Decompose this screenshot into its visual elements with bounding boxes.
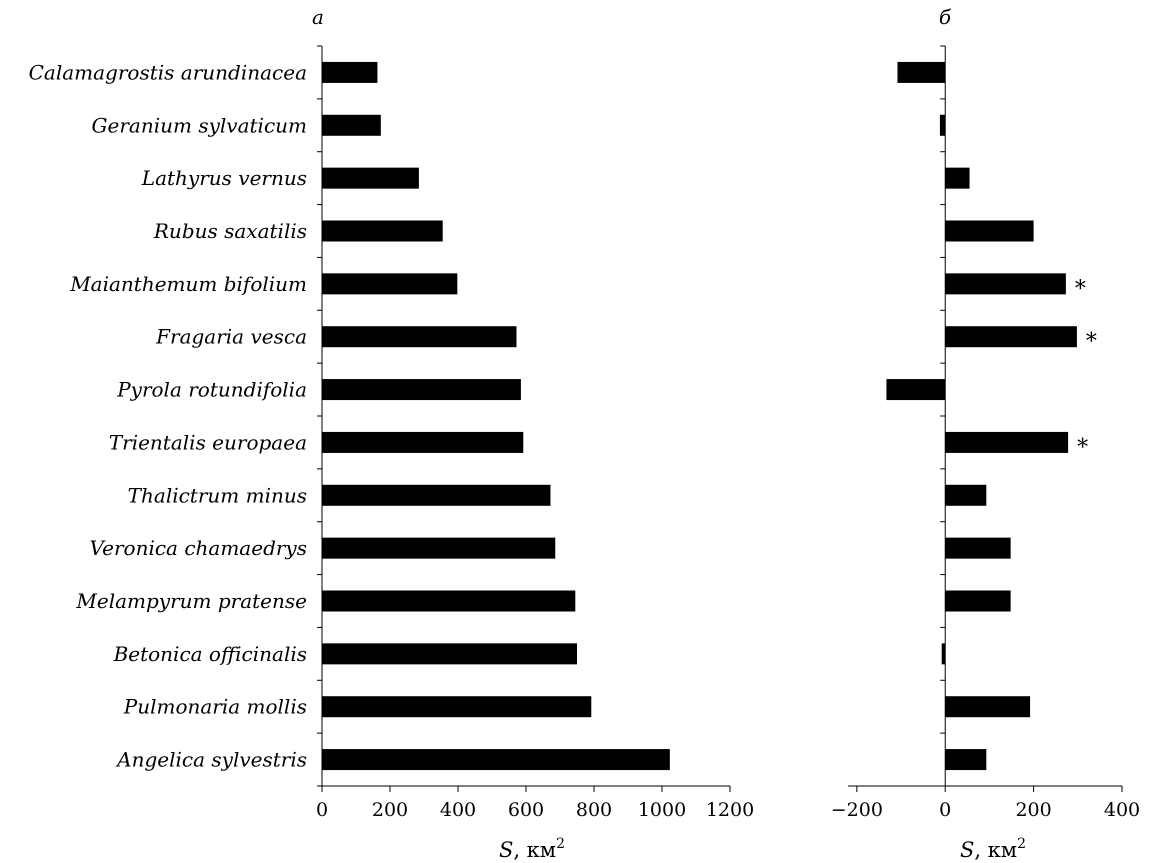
panel-0-x-tick-label: 400 (440, 799, 476, 821)
panel-1-significance-marker: * (1077, 435, 1088, 460)
category-label: Betonica officinalis (113, 642, 307, 666)
panel-1-x-axis-label: S, км2 (960, 836, 1026, 862)
panel-1-x-tick-label: 400 (1104, 799, 1140, 821)
category-label: Calamagrostis arundinacea (29, 60, 307, 84)
panel-1-x-tick-label: −200 (831, 799, 883, 821)
panel-0-bar (322, 326, 517, 348)
panel-1-bar (945, 273, 1066, 295)
panel-0-bar (322, 484, 551, 506)
panel-0-bar (322, 273, 458, 295)
panel-0-bar (322, 537, 556, 559)
panel-0-x-tick-label: 0 (316, 799, 328, 821)
panel-0-x-tick-label: 1000 (638, 799, 686, 821)
panel-0-x-tick-label: 200 (372, 799, 408, 821)
panel-0-bar (322, 167, 419, 189)
panel-0-bar (322, 749, 670, 771)
panel-1-bar (945, 431, 1069, 453)
panel-1-label: б (939, 5, 952, 29)
panel-0-x-tick-label: 1200 (706, 799, 754, 821)
panel-0-bar (322, 696, 592, 718)
category-label: Pulmonaria mollis (123, 695, 307, 719)
panel-0-bar (322, 220, 443, 242)
category-label: Pyrola rotundifolia (116, 378, 307, 402)
panel-0-x-tick-label: 800 (576, 799, 612, 821)
panel-1-bar (945, 590, 1011, 612)
category-label: Thalictrum minus (128, 483, 307, 507)
panel-1-bar (886, 379, 946, 401)
panel-1-bar (945, 484, 987, 506)
category-label: Veronica chamaedrys (90, 536, 307, 560)
category-label: Lathyrus vernus (141, 166, 307, 190)
panel-0-bar (322, 431, 524, 453)
panel-1-bar (945, 167, 970, 189)
panel-1-significance-marker: * (1075, 277, 1086, 302)
panel-0-bar (322, 114, 381, 136)
category-label: Trientalis europaea (109, 430, 307, 454)
panel-0-bar (322, 61, 378, 83)
panel-1-bar (945, 220, 1034, 242)
category-label: Melampyrum pratense (75, 589, 307, 613)
panel-1-bar (945, 326, 1077, 348)
panel-1-bar (945, 749, 987, 771)
panel-0-bar (322, 379, 521, 401)
panel-1-bar (945, 537, 1011, 559)
panel-1-x-tick-label: 0 (939, 799, 951, 821)
category-label: Angelica sylvestris (115, 748, 307, 772)
panel-0-label: а (312, 5, 324, 29)
category-label: Rubus saxatilis (153, 219, 307, 243)
panel-0-bar (322, 590, 576, 612)
panel-1-bar (897, 61, 946, 83)
category-label: Maianthemum bifolium (69, 272, 307, 296)
panel-1-bar (939, 114, 946, 136)
category-label: Fragaria vesca (155, 325, 307, 349)
panel-0-x-tick-label: 600 (508, 799, 544, 821)
panel-0-x-axis-label: S, км2 (499, 836, 565, 862)
panel-1-significance-marker: * (1086, 330, 1097, 355)
panel-0-bar (322, 643, 577, 665)
panel-1-x-tick-label: 200 (1015, 799, 1051, 821)
panel-1-bar (941, 643, 946, 665)
category-label: Geranium sylvaticum (92, 113, 307, 137)
panel-1-bar (945, 696, 1031, 718)
